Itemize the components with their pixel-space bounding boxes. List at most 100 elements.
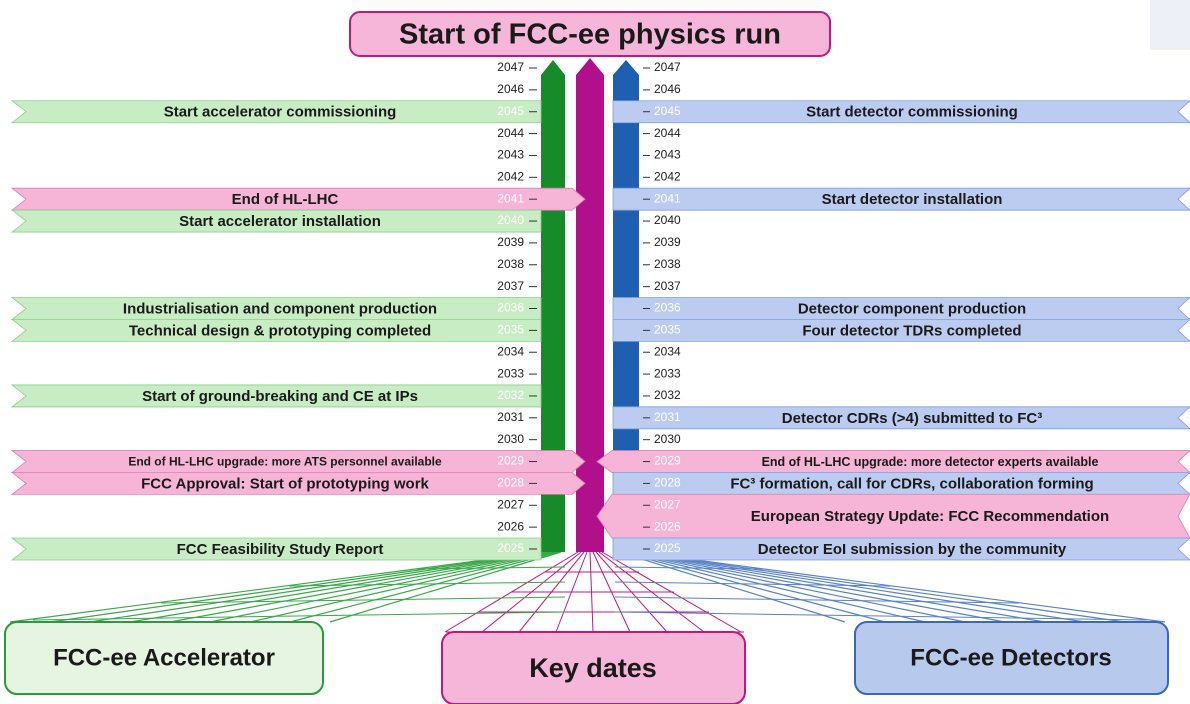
persp-line bbox=[624, 551, 966, 623]
event-label: FCC Approval: Start of prototyping work bbox=[141, 475, 429, 492]
event-label: Detector CDRs (>4) submitted to FC³ bbox=[782, 410, 1042, 427]
event-label: Start detector commissioning bbox=[806, 104, 1018, 121]
year-label-right: 2030 bbox=[654, 432, 681, 446]
year-label-right: 2033 bbox=[654, 366, 681, 380]
event-banner bbox=[612, 406, 1190, 430]
event-banner bbox=[10, 384, 542, 408]
persp-line bbox=[618, 551, 846, 623]
persp-line bbox=[634, 551, 1166, 623]
year-label-left: 2028 bbox=[497, 476, 524, 490]
event-label: European Strategy Update: FCC Recommenda… bbox=[751, 508, 1109, 525]
key-dates-column bbox=[576, 58, 604, 552]
event-banner bbox=[612, 100, 1190, 124]
accelerator-column bbox=[541, 60, 565, 552]
persp-line bbox=[614, 581, 892, 587]
year-label-right: 2046 bbox=[654, 82, 681, 96]
perspective-lines bbox=[9, 551, 1166, 633]
event-label: Start of ground-breaking and CE at IPs bbox=[142, 388, 418, 405]
event-banner bbox=[612, 187, 1190, 211]
year-label-right: 2047 bbox=[654, 60, 681, 74]
event-label: Industrialisation and component producti… bbox=[123, 300, 437, 317]
year-label-left: 2034 bbox=[497, 344, 524, 358]
event-label: End of HL-LHC upgrade: more ATS personne… bbox=[128, 455, 442, 469]
event-banner bbox=[10, 187, 586, 211]
event-banner bbox=[10, 318, 542, 342]
detectors-label: FCC-ee Detectors bbox=[910, 644, 1111, 671]
year-label-right: 2027 bbox=[654, 497, 681, 511]
persp-line bbox=[626, 551, 1006, 623]
year-label-right: 2044 bbox=[654, 126, 681, 140]
persp-line bbox=[129, 551, 552, 623]
year-label-left: 2038 bbox=[497, 257, 524, 271]
year-axis: 2047 2047 2046 2046 2045 2045 2044 2044 2043 2043… bbox=[497, 60, 681, 555]
event-banner bbox=[596, 450, 1190, 473]
year-label-left: 2025 bbox=[497, 541, 524, 555]
year-label-left: 2039 bbox=[497, 235, 524, 249]
event-label: FC³ formation, call for CDRs, collaborat… bbox=[730, 475, 1093, 492]
persp-line bbox=[628, 551, 1046, 623]
persp-line bbox=[614, 596, 1020, 604]
corner-panel bbox=[1150, 0, 1190, 50]
title: Start of FCC-ee physics run bbox=[399, 19, 781, 51]
event-label: Start detector installation bbox=[822, 191, 1003, 208]
year-label-left: 2045 bbox=[497, 104, 524, 118]
year-label-right: 2028 bbox=[654, 476, 681, 490]
persp-line bbox=[622, 551, 926, 623]
year-label-right: 2037 bbox=[654, 279, 681, 293]
year-label-left: 2035 bbox=[497, 323, 524, 337]
event-banner bbox=[612, 318, 1190, 342]
event-banner bbox=[596, 493, 1190, 539]
year-label-left: 2047 bbox=[497, 60, 524, 74]
persp-line bbox=[89, 551, 550, 623]
year-label-right: 2026 bbox=[654, 519, 681, 533]
persp-line bbox=[169, 551, 554, 623]
persp-line bbox=[209, 551, 556, 623]
year-label-right: 2041 bbox=[654, 191, 681, 205]
persp-line bbox=[32, 611, 566, 621]
event-label: Detector component production bbox=[798, 300, 1026, 317]
persp-line bbox=[614, 566, 764, 570]
year-label-left: 2041 bbox=[497, 191, 524, 205]
detectors-box bbox=[854, 621, 1169, 695]
key-dates-box bbox=[441, 631, 746, 704]
year-label-left: 2037 bbox=[497, 279, 524, 293]
event-banner bbox=[10, 537, 542, 561]
year-label-left: 2027 bbox=[497, 497, 524, 511]
year-label-left: 2043 bbox=[497, 148, 524, 162]
event-label: End of HL-LHC bbox=[232, 191, 339, 208]
persp-line bbox=[632, 551, 1126, 623]
year-label-left: 2044 bbox=[497, 126, 524, 140]
year-label-left: 2031 bbox=[497, 410, 524, 424]
key-dates-label: Key dates bbox=[529, 653, 657, 683]
year-label-right: 2034 bbox=[654, 344, 681, 358]
year-label-right: 2036 bbox=[654, 301, 681, 315]
year-label-left: 2046 bbox=[497, 82, 524, 96]
events: Start accelerator commissioning End of HL… bbox=[10, 100, 1190, 561]
event-label: Start accelerator commissioning bbox=[164, 104, 397, 121]
accelerator-label: FCC-ee Accelerator bbox=[53, 644, 275, 671]
year-label-right: 2042 bbox=[654, 169, 681, 183]
persp-line bbox=[620, 551, 886, 623]
persp-line bbox=[630, 551, 1086, 623]
event-label: Technical design & prototyping completed bbox=[129, 322, 431, 339]
year-label-right: 2035 bbox=[654, 323, 681, 337]
persp-line bbox=[9, 551, 546, 623]
year-label-right: 2029 bbox=[654, 454, 681, 468]
year-label-right: 2040 bbox=[654, 213, 681, 227]
persp-line bbox=[249, 551, 558, 623]
year-label-right: 2045 bbox=[654, 104, 681, 118]
event-label: Detector EoI submission by the community bbox=[758, 541, 1067, 558]
accelerator-box bbox=[4, 621, 324, 695]
event-label: Start accelerator installation bbox=[179, 213, 381, 230]
persp-line bbox=[444, 551, 579, 633]
year-label-right: 2043 bbox=[654, 148, 681, 162]
year-label-left: 2030 bbox=[497, 432, 524, 446]
event-banner bbox=[612, 472, 1190, 495]
year-label-left: 2042 bbox=[497, 169, 524, 183]
persp-line bbox=[614, 611, 1148, 621]
year-label-left: 2033 bbox=[497, 366, 524, 380]
year-label-right: 2031 bbox=[654, 410, 681, 424]
event-banner bbox=[10, 100, 542, 124]
year-label-right: 2038 bbox=[654, 257, 681, 271]
